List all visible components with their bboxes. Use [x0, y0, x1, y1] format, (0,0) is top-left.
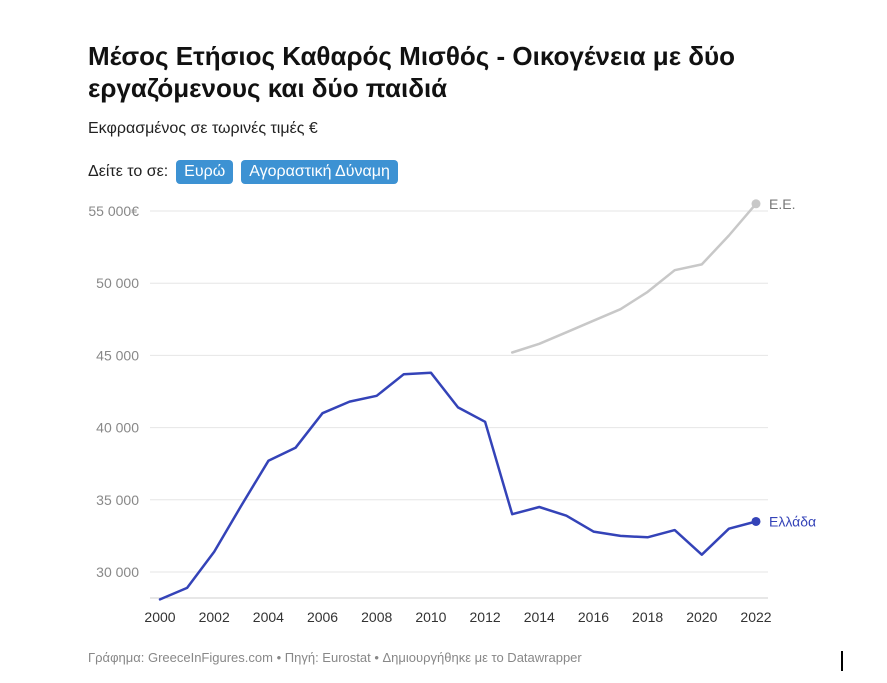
- x-tick-label: 2006: [307, 609, 338, 625]
- chart-title: Μέσος Ετήσιος Καθαρός Μισθός - Οικογένει…: [88, 41, 736, 103]
- purchasing-power-button[interactable]: Αγοραστική Δύναμη: [241, 160, 398, 184]
- footer-credits: Γράφημα: GreeceInFigures.com • Πηγή: Eur…: [88, 650, 582, 665]
- euro-button[interactable]: Ευρώ: [176, 160, 234, 184]
- y-tick-label: 35 000: [96, 492, 139, 508]
- x-tick-label: 2002: [199, 609, 230, 625]
- series-line-eu: [510, 202, 758, 354]
- text-cursor: [841, 651, 843, 671]
- x-tick-label: 2016: [578, 609, 609, 625]
- grid: [150, 210, 768, 573]
- x-tick-label: 2020: [686, 609, 717, 625]
- chart-subtitle: Εκφρασμένος σε τωρινές τιμές €: [88, 120, 318, 137]
- toggle-label: Δείτε το σε:: [88, 163, 169, 180]
- series: Ελλάδα Ε.Ε.: [158, 196, 816, 601]
- x-tick-label: 2014: [524, 609, 555, 625]
- axes: 30 000 35 000 40 000 45 000 50 000 55 000€ 200…: [88, 203, 771, 625]
- y-tick-label: 30 000: [96, 564, 139, 580]
- line-chart: 30 000 35 000 40 000 45 000 50 000 55 000€ 200…: [88, 196, 816, 625]
- x-tick-label: 2012: [470, 609, 501, 625]
- series-end-point: [751, 199, 761, 209]
- series-end-point: [751, 516, 761, 526]
- x-tick-label: 2010: [415, 609, 446, 625]
- x-tick-label: 2018: [632, 609, 663, 625]
- y-tick-label: 55 000€: [88, 203, 139, 219]
- x-tick-label: 2022: [740, 609, 771, 625]
- x-tick-label: 2008: [361, 609, 392, 625]
- x-tick-label: 2000: [144, 609, 175, 625]
- y-tick-label: 50 000: [96, 275, 139, 291]
- series-label: Ελλάδα: [769, 513, 816, 529]
- series-line-greece: [158, 371, 758, 601]
- series-label: Ε.Ε.: [769, 196, 795, 212]
- x-tick-label: 2004: [253, 609, 284, 625]
- view-toggle: Δείτε το σε: Ευρώ Αγοραστική Δύναμη: [88, 160, 398, 184]
- y-tick-label: 40 000: [96, 420, 139, 436]
- y-tick-label: 45 000: [96, 347, 139, 363]
